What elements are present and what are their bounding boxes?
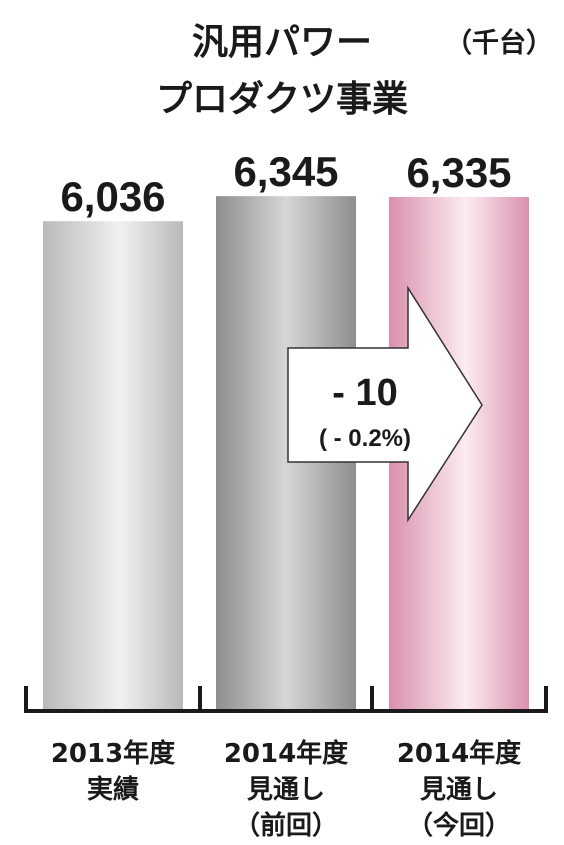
change-arrow-percent: ( - 0.2%) — [319, 425, 411, 452]
value-label-0: 6,036 — [60, 173, 165, 220]
bars-group — [43, 196, 529, 712]
chart-title-line-2: プロダクツ事業 — [156, 79, 408, 120]
value-labels-group: 6,036 6,345 6,335 — [60, 148, 511, 220]
category-label-0-line-1: 実績 — [87, 774, 139, 805]
category-label-2-line-0: 2014年度 — [397, 738, 521, 769]
category-label-2-line-2: （今回） — [407, 810, 511, 841]
change-arrow-value: - 10 — [332, 372, 397, 414]
category-label-2-line-1: 見通し — [420, 775, 498, 805]
category-label-1-line-0: 2014年度 — [224, 738, 348, 769]
category-label-1-line-1: 見通し — [247, 775, 325, 805]
category-label-0-line-0: 2013年度 — [51, 738, 175, 769]
chart-title-line-1: 汎用パワー — [192, 22, 372, 63]
change-arrow: - 10 ( - 0.2%) — [287, 285, 483, 523]
unit-label: （千台） — [445, 27, 553, 59]
category-label-1-line-2: （前回） — [234, 810, 338, 841]
value-label-2: 6,335 — [406, 149, 511, 196]
value-label-1: 6,345 — [233, 148, 338, 195]
change-arrow-shape — [287, 285, 483, 523]
bar-0 — [43, 221, 183, 711]
chart-title: 汎用パワー プロダクツ事業 — [156, 22, 408, 120]
x-axis — [24, 686, 548, 713]
